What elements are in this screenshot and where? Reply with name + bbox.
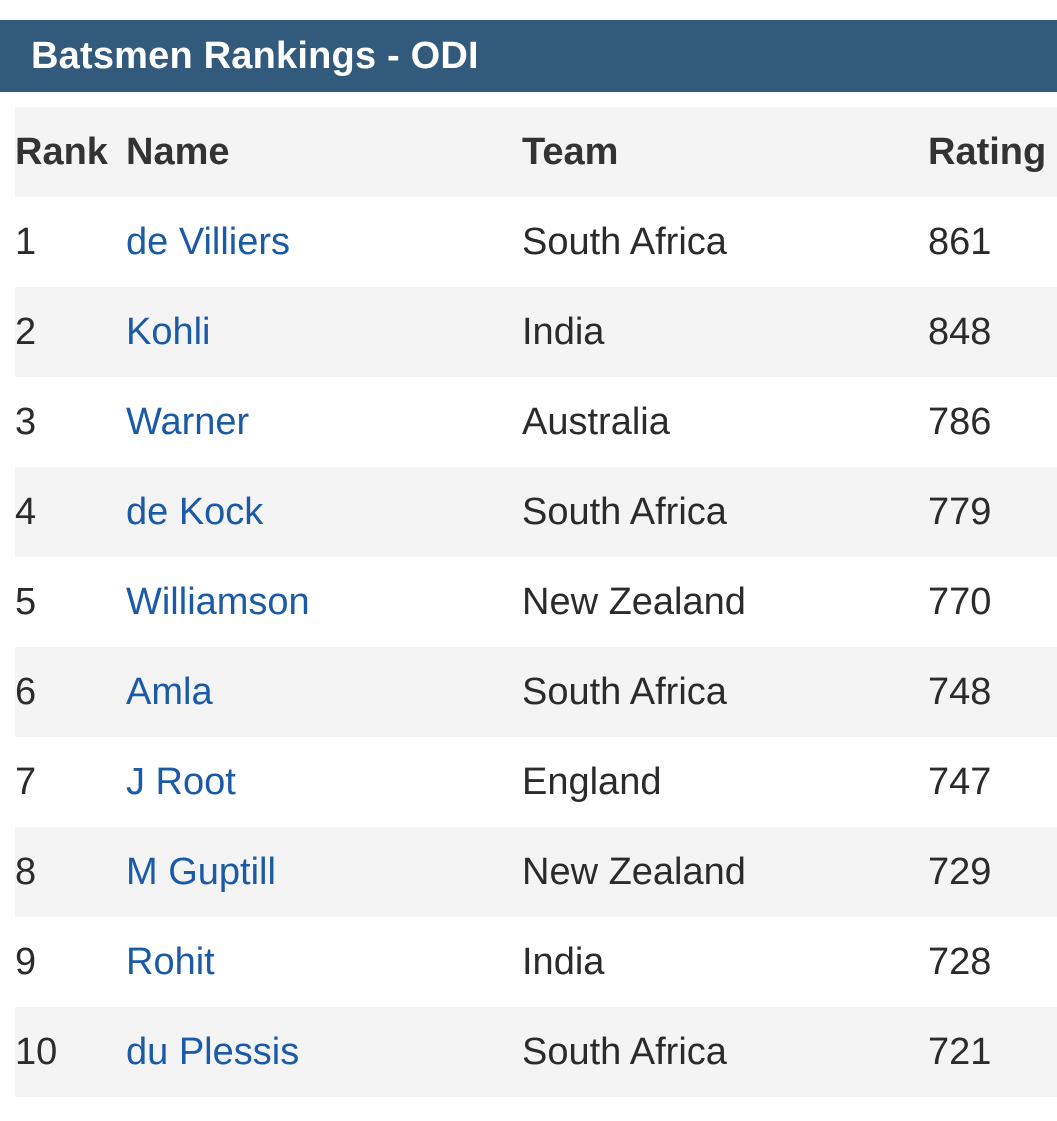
team-cell: South Africa	[522, 490, 727, 533]
rating-cell: 747	[928, 760, 992, 803]
table-row: 5 Williamson New Zealand 770	[15, 557, 1057, 647]
rank-cell: 7	[15, 760, 37, 803]
team-cell: South Africa	[522, 1030, 727, 1073]
column-header-name: Name	[126, 130, 230, 173]
player-name-link[interactable]: de Kock	[126, 490, 264, 533]
rating-cell: 861	[928, 220, 992, 263]
player-name-link[interactable]: M Guptill	[126, 850, 276, 893]
table-row: 9 Rohit India 728	[15, 917, 1057, 1007]
column-header-rating: Rating	[928, 130, 1047, 173]
team-cell: England	[522, 760, 662, 803]
player-name-link[interactable]: Rohit	[126, 940, 215, 983]
player-name-link[interactable]: de Villiers	[126, 220, 291, 263]
table-row: 4 de Kock South Africa 779	[15, 467, 1057, 557]
rank-cell: 5	[15, 580, 37, 623]
team-cell: India	[522, 940, 605, 983]
rating-cell: 770	[928, 580, 992, 623]
rankings-table: Rank Name Team Rating 1 de Villiers Sout…	[15, 107, 1057, 1097]
rank-cell: 4	[15, 490, 37, 533]
table-row: 7 J Root England 747	[15, 737, 1057, 827]
rank-cell: 1	[15, 220, 37, 263]
rating-cell: 728	[928, 940, 992, 983]
player-name-link[interactable]: Williamson	[126, 580, 310, 623]
team-cell: India	[522, 310, 605, 353]
rating-cell: 729	[928, 850, 992, 893]
team-cell: South Africa	[522, 670, 727, 713]
column-header-rank: Rank	[15, 130, 108, 173]
rank-cell: 3	[15, 400, 37, 443]
rating-cell: 786	[928, 400, 992, 443]
team-cell: South Africa	[522, 220, 727, 263]
team-cell: Australia	[522, 400, 670, 443]
team-cell: New Zealand	[522, 580, 746, 623]
player-name-link[interactable]: Warner	[126, 400, 250, 443]
page-header: Batsmen Rankings - ODI	[0, 20, 1057, 92]
team-cell: New Zealand	[522, 850, 746, 893]
rank-cell: 2	[15, 310, 37, 353]
table-row: 8 M Guptill New Zealand 729	[15, 827, 1057, 917]
table-header-row: Rank Name Team Rating	[15, 107, 1057, 197]
table-row: 2 Kohli India 848	[15, 287, 1057, 377]
column-header-team: Team	[522, 130, 619, 173]
rating-cell: 748	[928, 670, 992, 713]
player-name-link[interactable]: J Root	[126, 760, 236, 803]
rank-cell: 8	[15, 850, 37, 893]
table-row: 1 de Villiers South Africa 861	[15, 197, 1057, 287]
table-row: 6 Amla South Africa 748	[15, 647, 1057, 737]
rating-cell: 721	[928, 1030, 992, 1073]
player-name-link[interactable]: Amla	[126, 670, 213, 713]
player-name-link[interactable]: du Plessis	[126, 1030, 300, 1073]
rank-cell: 6	[15, 670, 37, 713]
page-title: Batsmen Rankings - ODI	[31, 34, 479, 77]
rating-cell: 848	[928, 310, 992, 353]
table-row: 10 du Plessis South Africa 721	[15, 1007, 1057, 1097]
rating-cell: 779	[928, 490, 992, 533]
rank-cell: 10	[15, 1030, 58, 1073]
rank-cell: 9	[15, 940, 37, 983]
table-row: 3 Warner Australia 786	[15, 377, 1057, 467]
player-name-link[interactable]: Kohli	[126, 310, 211, 353]
